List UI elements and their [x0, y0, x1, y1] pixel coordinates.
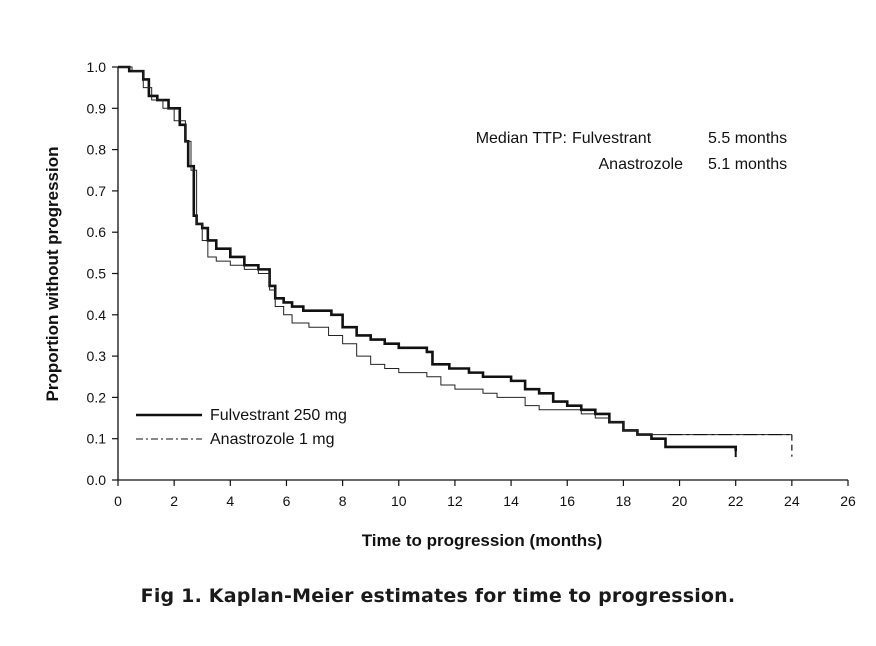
- fulvestrant-curve: [118, 65, 737, 452]
- y-tick-label: 0.1: [87, 431, 107, 447]
- x-tick-label: 26: [840, 493, 856, 509]
- y-axis-title: Proportion without progression: [43, 147, 62, 402]
- y-axis-ticks: 0.0 0.1 0.2 0.3 0.4 0.5 0.6 0.7 0.8 0.9 1.0: [87, 59, 118, 488]
- x-tick-label: 20: [672, 493, 688, 509]
- median-ttp-drug-fulvestrant: Fulvestrant: [572, 130, 652, 147]
- y-tick-label: 0.3: [87, 348, 107, 364]
- median-ttp-value-fulvestrant: 5.5 months: [708, 130, 787, 147]
- x-tick-label: 24: [784, 493, 800, 509]
- series-layer: [118, 65, 793, 458]
- anastrozole-curve: [118, 66, 792, 436]
- x-tick-label: 8: [339, 493, 347, 509]
- x-tick-label: 6: [283, 493, 291, 509]
- y-tick-label: 0.6: [87, 224, 107, 240]
- median-ttp-label: Median TTP:: [476, 130, 567, 147]
- x-tick-label: 0: [114, 493, 122, 509]
- x-tick-label: 10: [391, 493, 407, 509]
- x-tick-label: 16: [559, 493, 575, 509]
- y-tick-label: 0.2: [87, 389, 107, 405]
- median-ttp-annotation: Median TTP: Fulvestrant 5.5 months Anast…: [476, 130, 787, 173]
- legend: Fulvestrant 250 mg Anastrozole 1 mg: [136, 407, 347, 448]
- median-ttp-value-anastrozole: 5.1 months: [708, 156, 787, 173]
- kaplan-meier-chart: 0 2 4 6 8 10 12 14 16 18 20 22 24 26 0.00.10.20.30.40…: [43, 59, 856, 550]
- y-tick-label: 0.7: [87, 183, 107, 199]
- x-tick-label: 2: [170, 493, 178, 509]
- y-tick-label: 0.5: [87, 266, 107, 282]
- x-axis-ticks: 0 2 4 6 8 10 12 14 16 18 20 22 24 26: [114, 480, 856, 509]
- y-tick-label: 0.0: [87, 472, 107, 488]
- x-tick-label: 22: [728, 493, 744, 509]
- figure-caption: Fig 1. Kaplan-Meier estimates for time t…: [140, 585, 736, 607]
- x-tick-label: 18: [616, 493, 632, 509]
- x-tick-label: 12: [447, 493, 463, 509]
- x-tick-label: 4: [226, 493, 234, 509]
- y-tick-label: 0.8: [87, 142, 107, 158]
- median-ttp-drug-anastrozole: Anastrozole: [599, 156, 684, 173]
- y-tick-label: 0.9: [87, 100, 107, 116]
- y-tick-label: 1.0: [87, 59, 107, 75]
- y-tick-label: 0.4: [87, 307, 107, 323]
- x-axis-title: Time to progression (months): [362, 531, 603, 550]
- x-tick-label: 14: [503, 493, 519, 509]
- legend-label-anastrozole: Anastrozole 1 mg: [210, 431, 335, 448]
- legend-label-fulvestrant: Fulvestrant 250 mg: [210, 407, 347, 424]
